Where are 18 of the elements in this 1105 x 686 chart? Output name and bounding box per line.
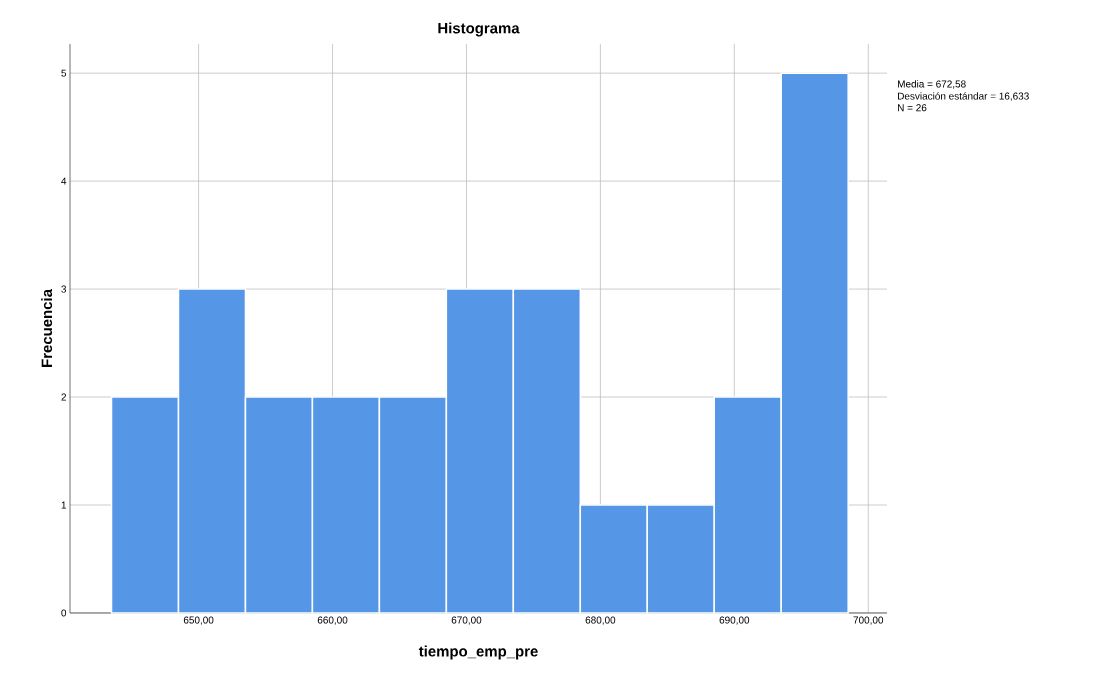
y-tick-label: 4 — [61, 177, 67, 185]
text: Media = 672,58 — [898, 80, 966, 89]
x-tick-label: 680,00 — [585, 616, 616, 625]
y-tick-label: 2 — [61, 393, 66, 401]
x-tick-label: 700,00 — [853, 616, 884, 625]
y-axis-title: Frecuencia — [41, 288, 53, 367]
x-tick-label: 670,00 — [451, 616, 482, 625]
x-tick-label: 650,00 — [183, 616, 214, 625]
x-axis-title: tiempo_emp_pre — [418, 645, 538, 660]
x-tick-label: 690,00 — [719, 616, 750, 625]
x-tick-label: 660,00 — [317, 616, 348, 625]
y-tick-label: 3 — [61, 285, 67, 293]
text: N = 26 — [898, 104, 927, 112]
chart-title: Histograma — [438, 22, 520, 37]
y-tick-label: 5 — [61, 69, 67, 77]
text: Desviación estándar = 16,633 — [898, 92, 1029, 101]
y-tick-label: 0 — [61, 609, 67, 617]
y-tick-label: 1 — [61, 501, 67, 509]
